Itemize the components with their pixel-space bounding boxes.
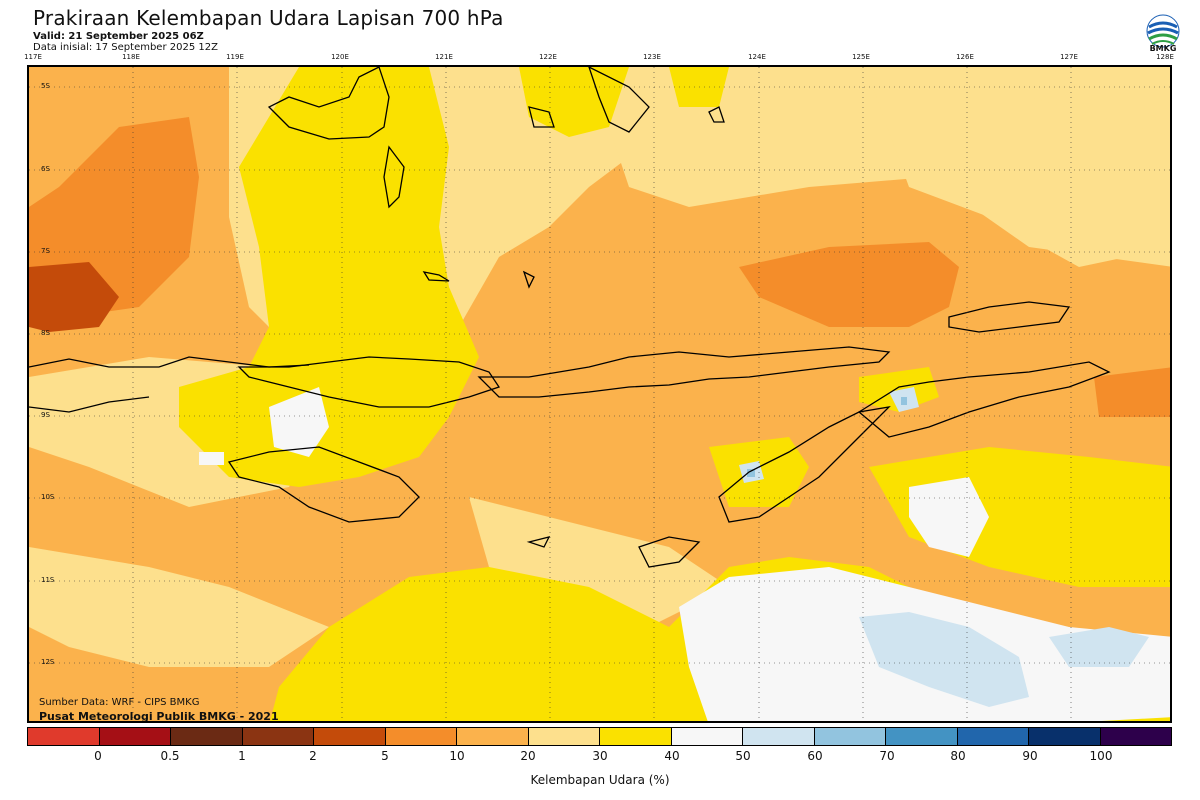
colorbar-tick: 100 bbox=[1089, 749, 1113, 763]
colorbar-segment bbox=[28, 728, 100, 745]
colorbar-tick: 60 bbox=[807, 749, 823, 763]
valid-time: Valid: 21 September 2025 06Z bbox=[33, 31, 204, 42]
lon-label: 120E bbox=[331, 53, 349, 61]
colorbar-segment bbox=[99, 728, 171, 745]
lat-label: 10S bbox=[41, 493, 55, 501]
lat-label: 7S bbox=[41, 247, 50, 255]
colorbar-segment bbox=[814, 728, 886, 745]
colorbar-segment bbox=[457, 728, 529, 745]
colorbar-segment bbox=[671, 728, 743, 745]
colorbar-tick: 30 bbox=[592, 749, 608, 763]
colorbar-tick: 0.5 bbox=[160, 749, 180, 763]
lon-label: 119E bbox=[226, 53, 244, 61]
colorbar-segment bbox=[528, 728, 600, 745]
colorbar-segment bbox=[314, 728, 386, 745]
colorbar-tick: 90 bbox=[1022, 749, 1038, 763]
lat-label: 11S bbox=[41, 576, 55, 584]
map-title: Prakiraan Kelembapan Udara Lapisan 700 h… bbox=[33, 6, 504, 30]
lon-label: 117E bbox=[24, 53, 42, 61]
source-center: Pusat Meteorologi Publik BMKG - 2021 bbox=[39, 710, 279, 723]
lon-label: 122E bbox=[539, 53, 557, 61]
colorbar-segment bbox=[242, 728, 314, 745]
lat-label: 12S bbox=[41, 658, 55, 666]
init-time: Data inisial: 17 September 2025 12Z bbox=[33, 42, 218, 53]
longitude-labels: 117E 118E 119E 120E 121E 122E 123E 124E … bbox=[0, 53, 1200, 65]
colorbar-tick: 80 bbox=[950, 749, 966, 763]
lat-label: 8S bbox=[41, 329, 50, 337]
lat-label: 6S bbox=[41, 165, 50, 173]
lon-label: 124E bbox=[748, 53, 766, 61]
colorbar-tick: 40 bbox=[664, 749, 680, 763]
humidity-map[interactable]: 5S 6S 7S 8S 9S 10S 11S 12S Sumber Data: … bbox=[27, 65, 1172, 723]
colorbar-tick: 20 bbox=[520, 749, 536, 763]
colorbar-tick: 1 bbox=[238, 749, 246, 763]
colorbar-segment bbox=[1029, 728, 1101, 745]
lat-label: 5S bbox=[41, 82, 50, 90]
colorbar-segment bbox=[957, 728, 1029, 745]
colorbar-segment bbox=[743, 728, 815, 745]
lon-label: 128E bbox=[1156, 53, 1174, 61]
colorbar-tick: 2 bbox=[309, 749, 317, 763]
colorbar-segment bbox=[886, 728, 958, 745]
lon-label: 125E bbox=[852, 53, 870, 61]
lon-label: 127E bbox=[1060, 53, 1078, 61]
bmkg-logo-icon bbox=[1146, 14, 1180, 48]
humidity-field bbox=[29, 67, 1170, 721]
colorbar-label: Kelembapan Udara (%) bbox=[530, 773, 670, 787]
lon-label: 118E bbox=[122, 53, 140, 61]
lon-label: 126E bbox=[956, 53, 974, 61]
logo-text: BMKG bbox=[1149, 44, 1177, 53]
lon-label: 121E bbox=[435, 53, 453, 61]
data-source: Sumber Data: WRF - CIPS BMKG bbox=[39, 697, 200, 708]
colorbar-tick: 50 bbox=[735, 749, 751, 763]
colorbar-tick: 0 bbox=[94, 749, 102, 763]
colorbar-tick: 5 bbox=[381, 749, 389, 763]
colorbar-segment bbox=[385, 728, 457, 745]
colorbar-segment bbox=[1100, 728, 1171, 745]
colorbar-segment bbox=[171, 728, 243, 745]
colorbar-tick: 70 bbox=[879, 749, 895, 763]
lat-label: 9S bbox=[41, 411, 50, 419]
colorbar bbox=[27, 727, 1172, 746]
colorbar-tick: 10 bbox=[449, 749, 465, 763]
lon-label: 123E bbox=[643, 53, 661, 61]
colorbar-segment bbox=[600, 728, 672, 745]
